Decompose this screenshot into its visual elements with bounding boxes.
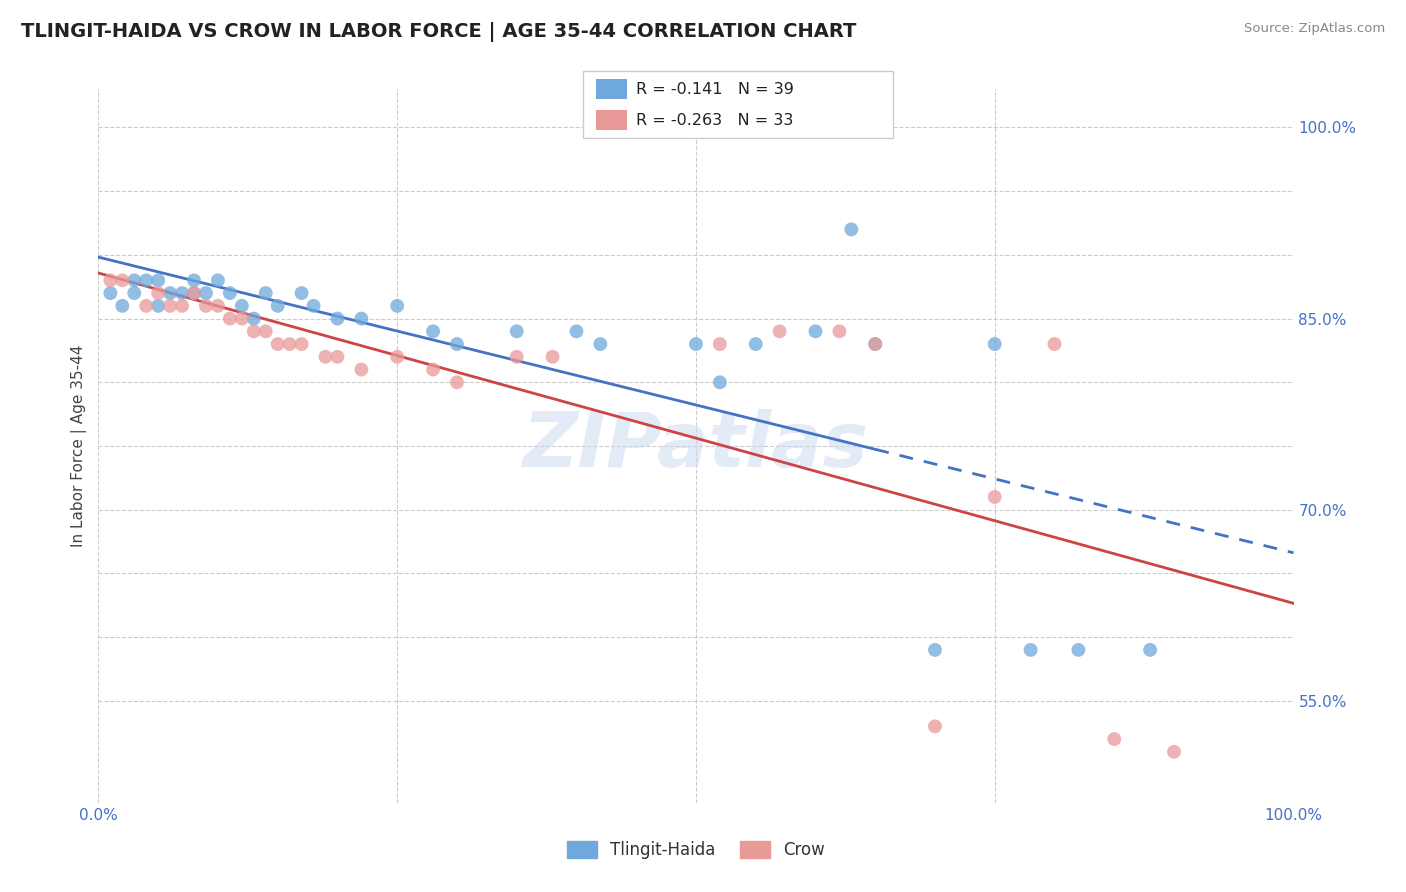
Bar — [596, 111, 627, 130]
Point — [231, 299, 253, 313]
Point — [924, 643, 946, 657]
Point — [315, 350, 337, 364]
Point — [446, 337, 468, 351]
Point — [148, 286, 170, 301]
Point — [350, 311, 373, 326]
Point — [326, 311, 349, 326]
Point — [924, 719, 946, 733]
Point — [446, 376, 468, 390]
Point — [828, 324, 851, 338]
Point — [111, 273, 134, 287]
Point — [1104, 732, 1126, 747]
Point — [243, 324, 266, 338]
Point — [291, 286, 314, 301]
Point — [291, 337, 314, 351]
Point — [219, 286, 242, 301]
Point — [1139, 643, 1161, 657]
Point — [148, 273, 170, 287]
Text: Source: ZipAtlas.com: Source: ZipAtlas.com — [1244, 22, 1385, 36]
Point — [207, 299, 229, 313]
Point — [1019, 643, 1042, 657]
Point — [984, 490, 1007, 504]
Point — [219, 311, 242, 326]
Point — [195, 286, 218, 301]
Point — [195, 299, 218, 313]
Point — [267, 337, 290, 351]
Point — [243, 311, 266, 326]
Point — [135, 273, 157, 287]
Point — [254, 286, 277, 301]
Point — [172, 286, 194, 301]
FancyBboxPatch shape — [583, 71, 893, 138]
Point — [565, 324, 588, 338]
Point — [98, 286, 122, 301]
Point — [1163, 745, 1185, 759]
Point — [506, 350, 529, 364]
Point — [135, 299, 157, 313]
Point — [302, 299, 325, 313]
Point — [541, 350, 564, 364]
Point — [841, 222, 863, 236]
Text: TLINGIT-HAIDA VS CROW IN LABOR FORCE | AGE 35-44 CORRELATION CHART: TLINGIT-HAIDA VS CROW IN LABOR FORCE | A… — [21, 22, 856, 42]
Legend: Tlingit-Haida, Crow: Tlingit-Haida, Crow — [560, 834, 832, 866]
Text: R = -0.141   N = 39: R = -0.141 N = 39 — [636, 82, 794, 97]
Point — [183, 273, 205, 287]
Point — [385, 299, 409, 313]
Point — [207, 273, 229, 287]
Point — [768, 324, 790, 338]
Point — [385, 350, 409, 364]
Point — [709, 337, 731, 351]
Point — [231, 311, 253, 326]
Text: R = -0.263   N = 33: R = -0.263 N = 33 — [636, 112, 793, 128]
Point — [984, 337, 1007, 351]
Point — [685, 337, 707, 351]
Point — [278, 337, 301, 351]
Point — [172, 299, 194, 313]
Point — [589, 337, 612, 351]
Point — [350, 362, 373, 376]
Point — [159, 299, 181, 313]
Point — [326, 350, 349, 364]
Point — [1043, 337, 1066, 351]
Point — [148, 299, 170, 313]
Point — [506, 324, 529, 338]
Point — [1067, 643, 1090, 657]
Text: ZIPatlas: ZIPatlas — [523, 409, 869, 483]
Point — [745, 337, 768, 351]
Point — [422, 362, 444, 376]
Point — [124, 273, 146, 287]
Point — [422, 324, 444, 338]
Point — [865, 337, 887, 351]
Point — [98, 273, 122, 287]
Point — [159, 286, 181, 301]
Point — [111, 299, 134, 313]
Point — [804, 324, 827, 338]
Point — [124, 286, 146, 301]
Bar — [596, 79, 627, 99]
Point — [865, 337, 887, 351]
Point — [183, 286, 205, 301]
Y-axis label: In Labor Force | Age 35-44: In Labor Force | Age 35-44 — [72, 345, 87, 547]
Point — [254, 324, 277, 338]
Point — [267, 299, 290, 313]
Point — [709, 376, 731, 390]
Point — [183, 286, 205, 301]
